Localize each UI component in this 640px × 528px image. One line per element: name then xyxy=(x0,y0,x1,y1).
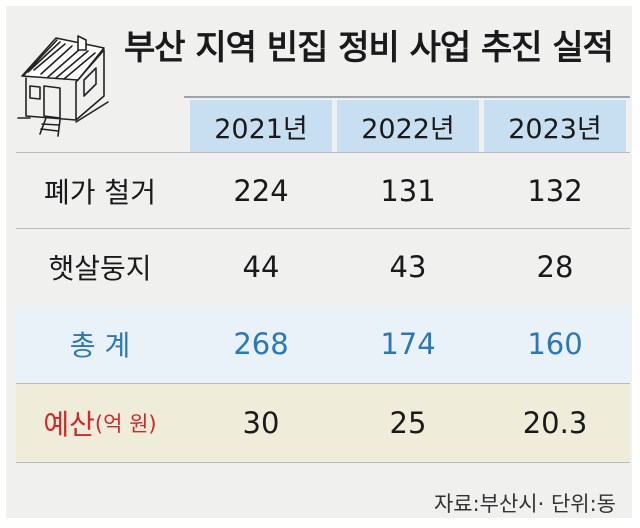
table-cell: 25 xyxy=(389,406,427,440)
header-divider xyxy=(184,96,630,98)
row-label: 폐가 철거 xyxy=(44,175,156,209)
table-cell: 132 xyxy=(527,173,583,208)
budget-row: 예산 (억 원) 30 25 20.3 xyxy=(16,384,630,462)
table-cell: 268 xyxy=(233,327,289,361)
table-cell: 131 xyxy=(380,173,436,208)
table-cell: 28 xyxy=(536,250,574,284)
table-cell: 174 xyxy=(380,327,436,361)
table-cell: 30 xyxy=(242,406,280,440)
row-divider xyxy=(16,228,630,229)
row-divider xyxy=(16,383,630,384)
table-cell: 44 xyxy=(242,250,280,284)
table-cell: 224 xyxy=(233,173,289,208)
page-title: 부산 지역 빈집 정비 사업 추진 실적 xyxy=(124,28,614,68)
table-row: 햇살둥지 44 43 28 xyxy=(16,229,630,305)
row-label: 총 계 xyxy=(69,329,131,362)
total-row: 총 계 268 174 160 xyxy=(16,305,630,383)
row-divider xyxy=(16,462,630,463)
budget-unit: (억 원) xyxy=(94,412,157,436)
source-note: 자료:부산시· 단위:동 xyxy=(433,492,616,516)
row-divider xyxy=(16,152,630,153)
row-label: 햇살둥지 xyxy=(48,252,152,285)
budget-label: 예산 xyxy=(43,408,95,441)
table-cell: 160 xyxy=(527,327,583,361)
column-header-2022: 2022년 xyxy=(337,100,479,152)
table-row: 폐가 철거 224 131 132 xyxy=(16,153,630,228)
house-sketch-icon xyxy=(17,35,109,137)
row-label: 예산 (억 원) xyxy=(16,384,184,462)
column-header-2023: 2023년 xyxy=(484,100,626,152)
table-cell: 43 xyxy=(389,250,427,284)
infographic-card: 부산 지역 빈집 정비 사업 추진 실적 2021년 2022년 2023년 폐… xyxy=(6,6,632,518)
table-cell: 20.3 xyxy=(522,406,588,440)
column-header-2021: 2021년 xyxy=(190,100,332,152)
